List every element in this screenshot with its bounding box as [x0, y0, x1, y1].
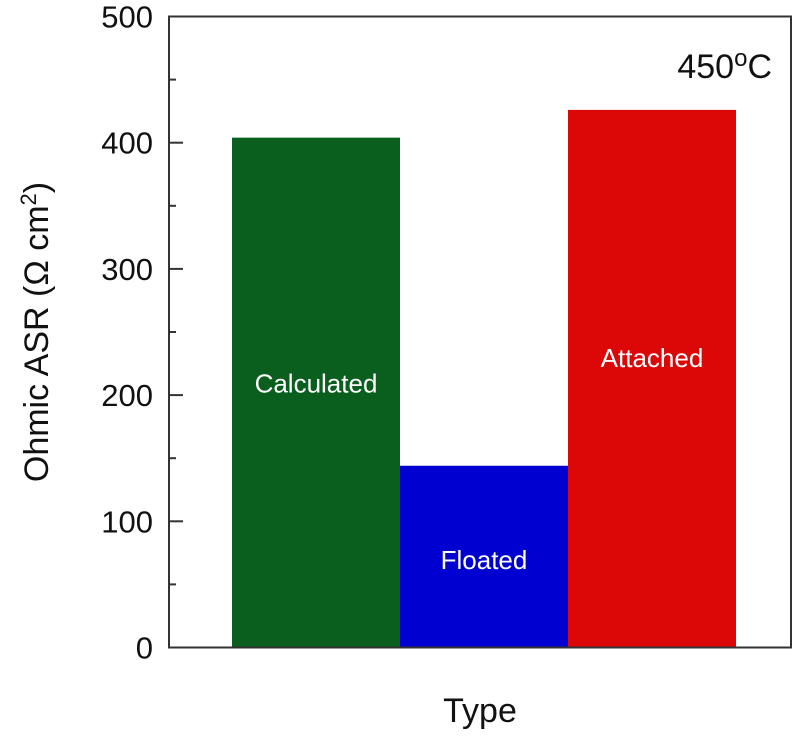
bar-calculated [232, 137, 400, 648]
y-tick-label: 200 [101, 378, 153, 413]
bar-label: Calculated [255, 368, 378, 398]
y-tick-label: 100 [101, 504, 153, 539]
x-axis-label: Type [443, 692, 517, 730]
bar-floated [400, 465, 568, 648]
y-tick-label: 300 [101, 252, 153, 287]
bar-label: Attached [601, 343, 704, 373]
y-tick-label: 0 [136, 631, 153, 666]
y-axis-label: Ohmic ASR (Ω cm2) [16, 182, 56, 482]
bar-attached [568, 109, 736, 648]
bar-label: Floated [441, 545, 528, 575]
y-tick-label: 400 [101, 126, 153, 161]
y-tick-label: 500 [101, 0, 153, 35]
temperature-annotation: 450oC [677, 45, 772, 86]
